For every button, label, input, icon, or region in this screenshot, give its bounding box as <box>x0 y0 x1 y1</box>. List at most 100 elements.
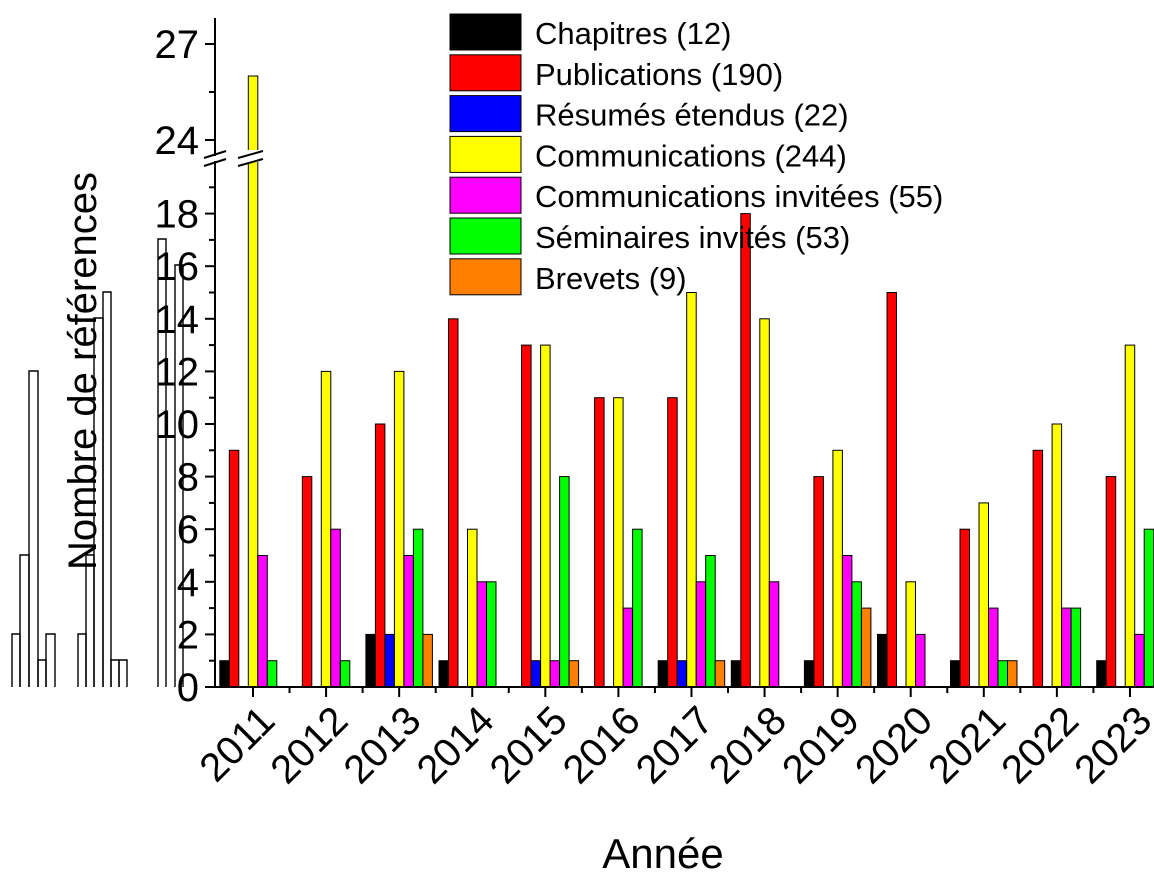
legend: Chapitres (12) Publications (190) Résumés … <box>449 13 943 296</box>
bar-2019-1 <box>803 660 815 688</box>
x-tick-label: 2020 <box>847 698 941 792</box>
legend-label: Chapitres (12) <box>535 16 731 51</box>
bar-2015-7 <box>568 660 580 688</box>
bar-2011-1 <box>219 660 230 688</box>
axis-break-mark <box>203 150 227 159</box>
bar-2015-2 <box>521 344 532 688</box>
legend-swatch <box>449 176 522 214</box>
y-tick-label: 8 <box>177 456 199 500</box>
y-tick-label: 16 <box>155 245 200 289</box>
bar-2020-2 <box>886 292 897 688</box>
bar-2016-5 <box>622 607 634 688</box>
bar-2021-6 <box>997 660 1008 688</box>
bar-2019-7 <box>860 607 872 688</box>
bar-2019-2 <box>813 476 824 688</box>
bar-2015-6 <box>559 476 570 688</box>
legend-swatch <box>449 258 522 296</box>
legend-swatch <box>449 13 522 51</box>
bar-2013-4 <box>393 370 405 688</box>
bar-2014-4 <box>467 528 478 688</box>
bar-2019-5 <box>841 555 853 688</box>
legend-label: Brevets (9) <box>535 261 687 296</box>
bar-2017-1 <box>657 660 669 688</box>
axis-break-mark <box>237 150 264 159</box>
legend-swatch <box>449 54 522 92</box>
bar-2015-5 <box>549 660 561 688</box>
y-tick-label: 14 <box>155 298 200 342</box>
bar-2021-1 <box>950 660 961 688</box>
bar-2018-2 <box>740 213 751 688</box>
y-axis-title: Nombre de références <box>61 172 105 570</box>
bar-2018-4 <box>759 318 770 688</box>
bar-2013-5 <box>403 555 414 688</box>
bar-2016-4 <box>613 397 624 688</box>
y-tick-label: 12 <box>155 350 200 394</box>
bar-2020-4 <box>905 581 916 688</box>
y-tick-label: 2 <box>177 613 199 657</box>
bar-2019-4 <box>832 449 843 688</box>
axes <box>203 18 1154 697</box>
axis-break-mark <box>203 158 227 167</box>
bar-2022-5 <box>1061 607 1072 688</box>
bar-2022-2 <box>1032 449 1044 688</box>
bar-2016-2 <box>594 397 605 688</box>
bar-2021-4 <box>978 502 989 688</box>
bar-2017-6 <box>705 555 716 688</box>
bar-2011-6 <box>266 660 278 688</box>
bar-2016-6 <box>632 528 643 688</box>
bar-2017-3 <box>676 660 688 688</box>
bar-2012-2 <box>301 476 313 688</box>
x-tick-label: 2021 <box>920 698 1014 792</box>
bar-2020-5 <box>915 633 926 688</box>
bar-2013-2 <box>374 423 386 688</box>
legend-swatch <box>449 217 522 255</box>
bar-2022-6 <box>1070 607 1082 688</box>
x-tick-label: 2022 <box>993 698 1087 792</box>
bar-2012-5 <box>330 528 341 688</box>
y-tick-label: 27 <box>155 23 200 67</box>
y-tick-label: 18 <box>155 193 200 237</box>
bar-2023-1 <box>1096 660 1107 688</box>
legend-label: Publications (190) <box>535 57 783 92</box>
x-tick-label: 2023 <box>1066 698 1154 792</box>
bar-2023-5 <box>1134 633 1145 688</box>
bar-2023-2 <box>1105 476 1117 688</box>
bar-2015-3 <box>530 660 542 688</box>
bar-2013-1 <box>365 633 376 688</box>
y-tick-label: 24 <box>155 119 200 163</box>
x-tick-label: 2019 <box>774 698 868 792</box>
bar-2020-1 <box>877 633 888 688</box>
x-tick-label: 2017 <box>628 698 722 792</box>
y-tick-label: 6 <box>177 508 199 552</box>
x-tick-label: 2015 <box>482 698 576 792</box>
bar-2019-6 <box>851 581 862 688</box>
legend-label: Résumés étendus (22) <box>535 98 849 133</box>
x-tick-label: 2011 <box>191 698 283 790</box>
bar-2014-2 <box>448 318 459 688</box>
legend-swatch <box>449 135 522 173</box>
bar-2011-5 <box>257 555 268 688</box>
y-tick-label: 10 <box>155 403 200 447</box>
bar-2012-6 <box>339 660 351 688</box>
bar-2017-7 <box>714 660 726 688</box>
legend-label: Séminaires invités (53) <box>535 220 850 255</box>
legend-label: Communications (244) <box>535 138 847 173</box>
x-tick-label: 2018 <box>701 698 795 792</box>
y-tick-label: 0 <box>177 666 199 710</box>
bar-2013-6 <box>412 528 424 688</box>
bar-2014-6 <box>486 581 497 688</box>
bar-2023-6 <box>1143 528 1154 688</box>
x-tick-label: 2013 <box>335 698 429 792</box>
bar-2014-1 <box>438 660 449 688</box>
bar-2018-5 <box>768 581 780 688</box>
bar-2011-2 <box>228 449 240 688</box>
bar-2011-4 <box>247 75 259 688</box>
legend-swatch <box>449 95 522 133</box>
bar-2013-7 <box>422 633 433 688</box>
bar-2015-4 <box>540 344 551 688</box>
legend-label: Communications invitées (55) <box>535 179 943 214</box>
bar-2012-4 <box>320 370 332 688</box>
axis-break-mark <box>237 158 264 167</box>
x-axis-title: Année <box>602 830 723 873</box>
